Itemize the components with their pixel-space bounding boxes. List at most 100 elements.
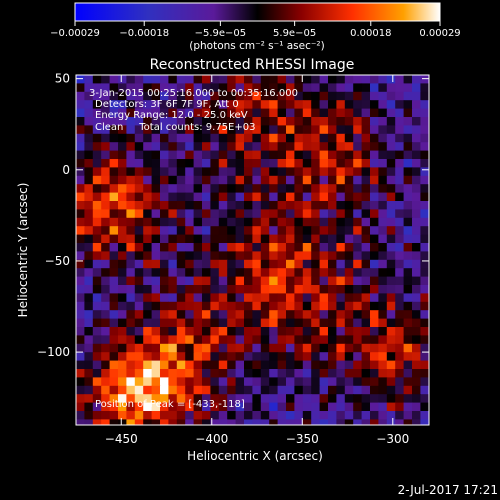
heatmap-cell <box>176 251 186 261</box>
heatmap-cell <box>336 335 346 345</box>
heatmap-cell <box>160 108 169 118</box>
heatmap-cell <box>185 133 195 143</box>
heatmap-cell <box>378 142 388 152</box>
heatmap-cell <box>185 335 195 345</box>
heatmap-cell <box>84 83 94 93</box>
heatmap-cell <box>244 293 253 303</box>
heatmap-cell <box>101 100 111 110</box>
heatmap-cell <box>319 394 329 404</box>
heatmap-cell <box>344 369 354 378</box>
heatmap-cell <box>336 125 346 135</box>
heatmap-cell <box>84 385 94 395</box>
heatmap-cell <box>202 268 211 278</box>
heatmap-cell <box>134 243 144 252</box>
heatmap-cell <box>101 411 111 420</box>
heatmap-cell <box>395 217 405 227</box>
heatmap-cell <box>260 125 270 135</box>
heatmap-cell <box>84 125 94 135</box>
heatmap-cell <box>336 108 346 118</box>
heatmap-cell <box>294 142 304 152</box>
heatmap-cell <box>420 150 429 160</box>
heatmap-cell <box>286 385 295 395</box>
heatmap-cell <box>286 133 295 143</box>
heatmap-cell <box>378 167 388 177</box>
heatmap-cell <box>403 209 413 219</box>
heatmap-cell <box>210 318 220 328</box>
heatmap-cell <box>319 201 329 210</box>
heatmap-cell <box>336 201 346 210</box>
heatmap-cell <box>76 192 85 202</box>
heatmap-cell <box>143 226 153 236</box>
heatmap-cell <box>277 83 287 93</box>
heatmap-cell <box>386 234 396 244</box>
heatmap-cell <box>328 385 337 395</box>
heatmap-cell <box>109 411 119 420</box>
heatmap-cell <box>151 192 161 202</box>
heatmap-cell <box>277 268 287 278</box>
heatmap-cell <box>260 100 270 110</box>
heatmap-cell <box>210 91 220 101</box>
heatmap-cell <box>370 268 379 278</box>
heatmap-cell <box>101 419 111 425</box>
heatmap-cell <box>210 268 220 278</box>
heatmap-cell <box>218 259 228 269</box>
heatmap-cell <box>118 209 127 219</box>
heatmap-cell <box>143 385 153 395</box>
heatmap-cell <box>277 251 287 261</box>
heatmap-cell <box>84 394 94 404</box>
heatmap-cell <box>76 360 85 370</box>
heatmap-cell <box>126 343 136 353</box>
heatmap-cell <box>193 91 203 101</box>
heatmap-cell <box>319 184 329 194</box>
heatmap-cell <box>302 335 312 345</box>
heatmap-cell <box>84 293 94 303</box>
heatmap-cell <box>185 226 195 236</box>
heatmap-cell <box>92 369 102 378</box>
heatmap-cell <box>235 352 245 362</box>
heatmap-cell <box>176 159 186 168</box>
heatmap-cell <box>403 159 413 168</box>
heatmap-cell <box>193 377 203 387</box>
heatmap-cell <box>260 335 270 345</box>
heatmap-cell <box>277 175 287 185</box>
heatmap-cell <box>260 251 270 261</box>
heatmap-cell <box>277 167 287 177</box>
heatmap-cell <box>109 142 119 152</box>
heatmap-cell <box>210 108 220 118</box>
heatmap-cell <box>353 184 363 194</box>
heatmap-cell <box>286 369 295 378</box>
heatmap-cell <box>286 201 295 210</box>
heatmap-cell <box>168 108 178 118</box>
heatmap-cell <box>244 310 253 320</box>
heatmap-cell <box>311 91 321 101</box>
heatmap-cell <box>176 133 186 143</box>
heatmap-cell <box>202 301 211 311</box>
heatmap-cell <box>92 327 102 336</box>
heatmap-cell <box>227 411 237 420</box>
heatmap-cell <box>151 327 161 336</box>
heatmap-cell <box>168 411 178 420</box>
heatmap-cell <box>227 327 237 336</box>
heatmap-cell <box>109 201 119 210</box>
heatmap-cell <box>101 175 111 185</box>
heatmap-cell <box>260 234 270 244</box>
heatmap-cell <box>378 243 388 252</box>
heatmap-cell <box>277 411 287 420</box>
heatmap-cell <box>210 243 220 252</box>
heatmap-cell <box>328 209 337 219</box>
heatmap-cell <box>277 142 287 152</box>
heatmap-cell <box>420 243 429 252</box>
heatmap-cell <box>218 217 228 227</box>
heatmap-cell <box>328 369 337 378</box>
heatmap-cell <box>277 125 287 135</box>
heatmap-cell <box>92 226 102 236</box>
heatmap-cell <box>151 276 161 286</box>
heatmap-cell <box>378 251 388 261</box>
heatmap-cell <box>143 184 153 194</box>
heatmap-cell <box>269 125 279 135</box>
heatmap-cell <box>370 125 379 135</box>
heatmap-cell <box>260 150 270 160</box>
heatmap-cell <box>176 276 186 286</box>
heatmap-cell <box>76 318 85 328</box>
heatmap-cell <box>84 209 94 219</box>
